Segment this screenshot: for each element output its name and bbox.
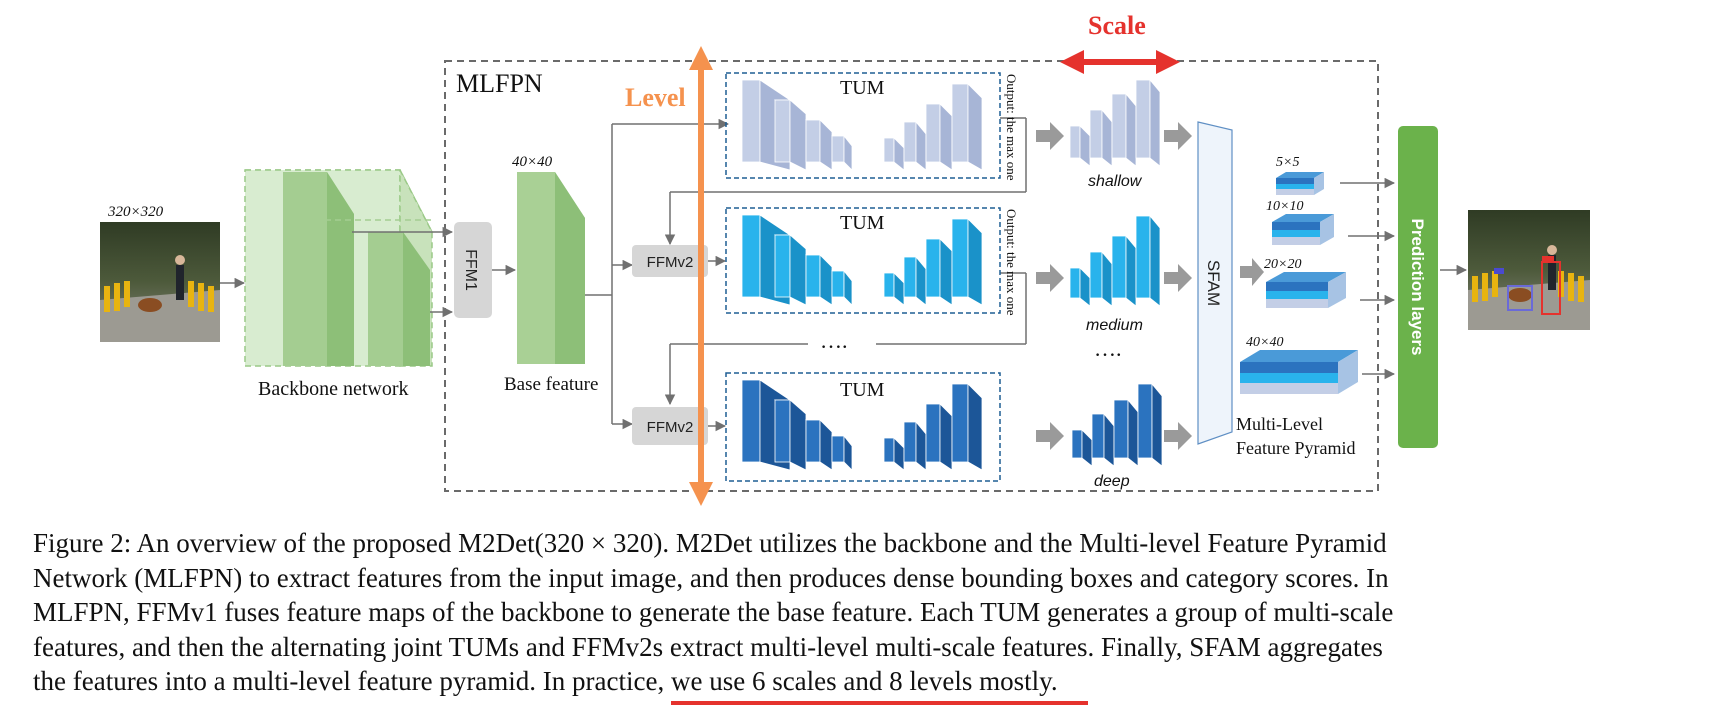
ffmv2-block-2 — [632, 407, 708, 445]
output-image — [1468, 210, 1590, 330]
ffmv2-block-1 — [632, 245, 708, 277]
pyramid-label-line2: Feature Pyramid — [1236, 438, 1355, 458]
tum-block-medium — [725, 207, 1001, 314]
base-feature-block — [517, 172, 585, 364]
pyramid-size-20: 20×20 — [1264, 257, 1301, 272]
input-image — [100, 222, 220, 342]
prediction-layers-block — [1398, 126, 1438, 448]
level-axis-arrow — [689, 46, 713, 506]
level-label-deep: deep — [1094, 473, 1130, 490]
deep-features — [1071, 382, 1163, 467]
base-feature-connectors — [585, 118, 730, 430]
level-label-medium: medium — [1086, 317, 1143, 334]
base-feature-label: Base feature — [504, 374, 598, 395]
ffmv2-label-1: FFMv2 — [647, 254, 694, 271]
level-label: Level — [625, 83, 686, 112]
shallow-features — [1069, 78, 1161, 167]
sfam-label: SFAM — [1204, 260, 1223, 306]
caption-line-2: Network (MLFPN) to extract features from… — [33, 562, 1389, 593]
pyramid-label-line1: Multi-Level — [1236, 414, 1323, 434]
pyramid-size-10: 10×10 — [1266, 199, 1303, 214]
medium-features — [1069, 214, 1161, 307]
middle-levels-ellipsis: …. — [820, 328, 848, 353]
ffm1-label: FFM1 — [462, 249, 479, 291]
tum-feedback-connectors — [664, 117, 1027, 406]
caption-line-4: features, and then the alternating joint… — [33, 631, 1383, 662]
scale-label: Scale — [1088, 11, 1146, 40]
sfam-to-pyramid-arrow — [1240, 258, 1264, 286]
tum-label-deep: TUM — [840, 379, 885, 401]
caption-line-1: Figure 2: An overview of the proposed M2… — [33, 528, 1387, 558]
tum-block-deep — [725, 372, 1001, 482]
ffmv2-label-2: FFMv2 — [647, 419, 694, 436]
pyramid-20x20 — [1266, 272, 1346, 308]
tum-block-shallow — [725, 72, 1001, 179]
level-label-shallow: shallow — [1088, 173, 1143, 190]
pyramid-40x40 — [1240, 350, 1358, 394]
caption-highlight: we use 6 scales and 8 levels mostly. — [670, 666, 1058, 696]
feature-pyramid — [1240, 172, 1358, 394]
scale-axis-arrow — [1060, 50, 1180, 74]
middle-features-ellipsis: …. — [1094, 336, 1122, 361]
output-note-shallow: Output: the max one — [1004, 74, 1019, 181]
input-size-label: 320×320 — [107, 204, 164, 220]
tum-label-medium: TUM — [840, 212, 885, 234]
backbone-label: Backbone network — [258, 378, 409, 400]
caption-line-3: MLFPN, FFMv1 fuses feature maps of the b… — [33, 597, 1394, 627]
level-feature-arrows — [1036, 122, 1192, 450]
tum-label-shallow: TUM — [840, 77, 885, 99]
pyramid-size-40: 40×40 — [1246, 335, 1283, 350]
sfam-block — [1197, 121, 1233, 445]
caption-line-5: the features into a multi-level feature … — [33, 664, 1663, 699]
pyramid-5x5 — [1276, 172, 1324, 195]
pyramid-size-5: 5×5 — [1276, 155, 1299, 170]
ffm1-block — [454, 222, 492, 318]
caption-line-5-start: the features into a multi-level feature … — [33, 666, 671, 696]
backbone-network — [243, 169, 434, 367]
output-note-medium: Output: the max one — [1004, 209, 1019, 316]
figure-caption: Figure 2: An overview of the proposed M2… — [33, 526, 1663, 699]
prediction-layers-label: Prediction layers — [1408, 218, 1427, 355]
mlfpn-label: MLFPN — [456, 69, 543, 98]
m2det-overview-diagram: MLFPN 320×320 Backbone network FFM1 — [100, 11, 1590, 506]
mlfpn-boundary — [444, 60, 1379, 492]
pyramid-10x10 — [1272, 214, 1334, 245]
pyramid-to-prediction-arrows — [1340, 177, 1396, 380]
base-feature-size-label: 40×40 — [512, 154, 553, 170]
